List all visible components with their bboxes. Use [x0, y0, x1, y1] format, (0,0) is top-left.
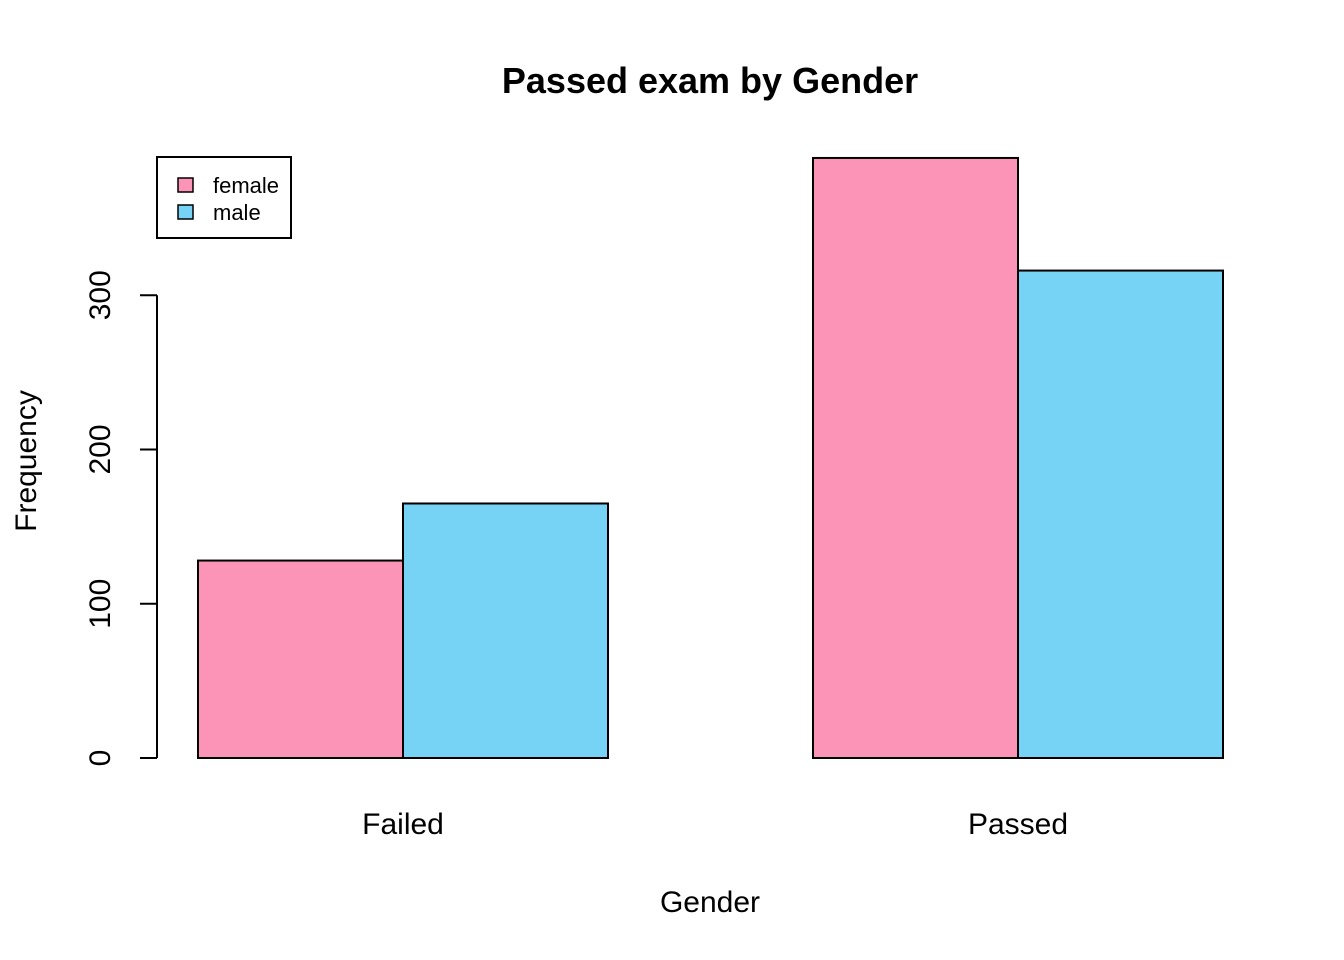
legend-label-male: male: [213, 200, 261, 225]
x-tick-label-failed: Failed: [362, 808, 444, 841]
legend-swatch-female: [177, 177, 194, 193]
y-tick-label: 200: [84, 424, 117, 474]
bar-male-failed: [402, 502, 609, 759]
legend-label-female: female: [213, 173, 279, 198]
chart-title: Passed exam by Gender: [502, 60, 918, 101]
y-axis-title: Frequency: [10, 390, 43, 532]
legend-box: [156, 156, 292, 239]
bars-layer: [197, 156, 1224, 759]
bar-female-failed: [197, 559, 404, 759]
y-tick-label: 100: [84, 579, 117, 629]
y-axis: 0 100 200 300: [84, 270, 158, 767]
x-tick-label-passed: Passed: [968, 808, 1068, 841]
legend-swatch-male: [177, 204, 194, 220]
bar-male-passed: [1017, 269, 1224, 759]
y-tick-label: 300: [84, 270, 117, 320]
x-axis-labels: Failed Passed: [362, 808, 1068, 841]
bar-female-passed: [812, 156, 1019, 759]
y-tick-label: 0: [84, 750, 117, 767]
x-axis-title: Gender: [660, 886, 760, 919]
